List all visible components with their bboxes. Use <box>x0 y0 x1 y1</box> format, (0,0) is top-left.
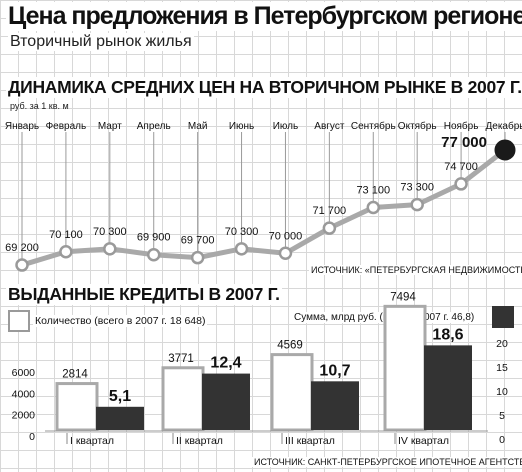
price-value-label: 70 000 <box>269 230 303 242</box>
sum-bar <box>311 381 359 430</box>
month-label: Май <box>188 121 208 132</box>
left-axis-tick: 6000 <box>12 367 36 379</box>
page-subtitle: Вторичный рынок жилья <box>8 33 194 51</box>
price-chart-unit: руб. за 1 кв. м <box>10 101 69 111</box>
price-chart-source: ИСТОЧНИК: «ПЕТЕРБУРГСКАЯ НЕДВИЖИМОСТЬ» <box>309 265 522 275</box>
legend-sum-swatch <box>492 306 514 328</box>
count-bar <box>55 382 99 432</box>
right-axis-tick: 20 <box>496 338 508 350</box>
right-axis-tick: 0 <box>499 434 505 446</box>
month-label: Ноябрь <box>444 120 479 132</box>
sum-value-label: 12,4 <box>210 355 241 372</box>
price-chart-title: ДИНАМИКА СРЕДНИХ ЦЕН НА ВТОРИЧНОМ РЫНКЕ … <box>6 77 522 98</box>
legend-count-swatch <box>8 310 30 332</box>
category-label: III квартал <box>285 435 335 447</box>
right-axis-tick: 10 <box>496 386 508 398</box>
price-point <box>322 221 337 235</box>
price-value-label: 70 300 <box>93 226 127 238</box>
month-label: Февраль <box>46 121 87 132</box>
month-label: Январь <box>5 121 39 132</box>
price-point <box>366 200 381 215</box>
price-point <box>15 258 29 272</box>
month-label: Март <box>98 121 122 132</box>
price-point <box>59 245 73 259</box>
right-axis-tick: 15 <box>496 362 508 374</box>
sum-value-label: 10,7 <box>319 362 350 379</box>
price-value-label: 73 300 <box>400 182 434 194</box>
price-value-label: 73 100 <box>356 185 390 197</box>
count-bar <box>383 304 427 432</box>
loans-chart-source: ИСТОЧНИК: САНКТ-ПЕТЕРБУРГСКОЕ ИПОТЕЧНОЕ … <box>252 457 522 467</box>
price-value-label: 71 700 <box>313 205 347 217</box>
count-value-label: 2814 <box>62 369 88 381</box>
month-label: Декабрь <box>486 120 522 132</box>
sum-bar <box>96 406 144 430</box>
price-value-label: 69 200 <box>5 242 39 254</box>
price-point <box>410 197 424 212</box>
sum-value-label: 18,6 <box>432 326 463 343</box>
count-value-label: 4569 <box>277 340 303 352</box>
count-value-label: 3771 <box>168 353 194 365</box>
price-value-label: 69 700 <box>181 235 215 247</box>
price-value-label: 77 000 <box>441 134 487 151</box>
price-series-line <box>21 148 507 268</box>
price-value-label: 74 700 <box>444 161 478 173</box>
price-point <box>190 250 205 265</box>
legend-count-label: Количество (всего в 2007 г. 18 648) <box>33 315 208 327</box>
price-point <box>278 246 293 260</box>
price-value-label: 70 100 <box>49 229 83 241</box>
price-point <box>454 177 468 191</box>
sum-value-label: 5,1 <box>109 388 131 405</box>
month-label: Август <box>314 121 345 132</box>
page-title: Цена предложения в Петербургском регионе <box>6 2 522 31</box>
category-label: IV квартал <box>398 435 449 447</box>
sum-bar <box>424 345 472 430</box>
loans-chart-title: ВЫДАННЫЕ КРЕДИТЫ В 2007 Г. <box>6 284 282 305</box>
count-bar <box>270 353 314 432</box>
category-label: II квартал <box>176 435 223 447</box>
sum-bar <box>202 373 250 430</box>
right-axis-tick: 5 <box>499 410 505 422</box>
price-point <box>103 242 117 256</box>
price-point <box>146 247 161 262</box>
price-value-label: 70 300 <box>225 226 259 238</box>
month-label: Июль <box>273 121 299 132</box>
price-value-label: 69 900 <box>137 232 171 244</box>
month-label: Июнь <box>229 121 254 132</box>
count-bar <box>161 366 205 432</box>
left-axis-tick: 2000 <box>12 410 36 422</box>
count-value-label: 7494 <box>390 291 416 303</box>
category-label: I квартал <box>70 435 114 447</box>
month-label: Апрель <box>137 121 171 132</box>
month-label: Сентябрь <box>351 120 396 132</box>
price-point-highlight <box>494 139 516 161</box>
price-point <box>234 242 249 256</box>
month-label: Октябрь <box>398 120 437 132</box>
left-axis-tick: 4000 <box>12 388 36 400</box>
left-axis-tick: 0 <box>29 431 35 443</box>
